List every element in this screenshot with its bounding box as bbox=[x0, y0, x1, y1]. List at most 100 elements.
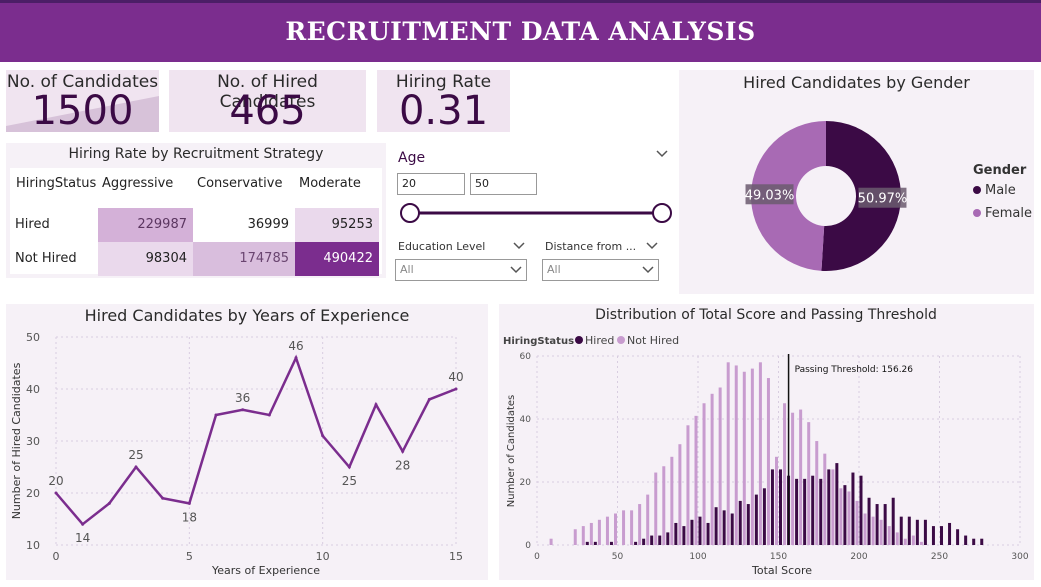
bar-hired bbox=[907, 516, 911, 545]
bar-hired bbox=[730, 513, 734, 545]
x-tick-label: 50 bbox=[612, 552, 624, 562]
score-histogram-panel[interactable]: Distribution of Total Score and Passing … bbox=[499, 304, 1034, 580]
x-tick-label: 0 bbox=[534, 552, 540, 562]
chevron-down-icon[interactable] bbox=[512, 240, 526, 252]
matrix-title: Hiring Rate by Recruitment Strategy bbox=[68, 146, 324, 162]
matrix-col-moderate[interactable]: Moderate bbox=[299, 176, 361, 191]
distance-dropdown[interactable]: All bbox=[542, 259, 659, 281]
data-point bbox=[161, 496, 165, 500]
kpi-card-candidates[interactable]: No. of Candidates 1500 bbox=[6, 70, 159, 134]
matrix-cell[interactable]: 36999 bbox=[193, 208, 295, 242]
data-label: 49.03% bbox=[745, 188, 795, 203]
bar-not-hired bbox=[589, 522, 593, 545]
bar-hired bbox=[634, 541, 638, 545]
bar-hired bbox=[948, 522, 952, 545]
bar-not-hired bbox=[734, 365, 738, 545]
bar-hired bbox=[698, 516, 702, 545]
strategy-matrix[interactable]: Hiring Rate by Recruitment Strategy Hiri… bbox=[6, 143, 386, 278]
bar-hired bbox=[795, 478, 799, 545]
gender-donut-panel[interactable]: Hired Candidates by Gender 50.97% 49.03% … bbox=[679, 70, 1034, 294]
bar-not-hired bbox=[919, 541, 923, 545]
data-point bbox=[454, 387, 458, 391]
bar-not-hired bbox=[702, 403, 706, 545]
bar-hired bbox=[609, 541, 613, 545]
matrix-cell[interactable]: 95253 bbox=[295, 208, 379, 242]
y-tick-label: 20 bbox=[520, 478, 532, 488]
x-tick-label: 15 bbox=[449, 550, 463, 563]
bar-hired bbox=[851, 472, 855, 545]
bar-not-hired bbox=[742, 371, 746, 545]
bar-not-hired bbox=[710, 393, 714, 545]
data-label: 18 bbox=[182, 510, 197, 524]
education-level-dropdown[interactable]: All bbox=[395, 259, 527, 281]
x-tick-label: 100 bbox=[689, 552, 706, 562]
dropdown-value: All bbox=[547, 263, 561, 276]
matrix-cell[interactable]: 98304 bbox=[98, 242, 193, 276]
matrix-row-not-hired[interactable]: Not Hired bbox=[15, 251, 77, 266]
bar-not-hired bbox=[549, 538, 553, 545]
bar-hired bbox=[843, 485, 847, 545]
data-label: 40 bbox=[448, 370, 463, 384]
data-point bbox=[427, 397, 431, 401]
matrix-cell[interactable]: 229987 bbox=[98, 208, 193, 242]
matrix-col-aggressive[interactable]: Aggressive bbox=[102, 176, 174, 191]
data-label: 20 bbox=[48, 474, 63, 488]
age-max-input[interactable]: 50 bbox=[470, 173, 537, 195]
x-tick-label: 200 bbox=[850, 552, 867, 562]
matrix-cell[interactable]: 174785 bbox=[193, 242, 295, 276]
bar-not-hired bbox=[630, 510, 634, 545]
data-point bbox=[214, 413, 218, 417]
legend-title: Gender bbox=[973, 163, 1027, 178]
header-banner: RECRUITMENT DATA ANALYSIS bbox=[0, 0, 1041, 62]
y-axis-label: Number of Hired Candidates bbox=[10, 362, 23, 519]
bar-not-hired bbox=[654, 472, 658, 545]
age-range-slider[interactable] bbox=[396, 200, 676, 226]
data-label: 28 bbox=[395, 458, 410, 472]
bar-hired bbox=[690, 519, 694, 545]
experience-line-chart[interactable]: Hired Candidates by Years of Experience 1… bbox=[6, 304, 488, 580]
data-point bbox=[347, 465, 351, 469]
legend-dot bbox=[973, 186, 981, 194]
bar-hired bbox=[899, 516, 903, 545]
bar-hired bbox=[658, 535, 662, 545]
score-histogram-chart[interactable]: Distribution of Total Score and Passing … bbox=[499, 304, 1034, 580]
legend-item-male[interactable]: Male bbox=[973, 183, 1016, 198]
bar-not-hired bbox=[847, 491, 851, 545]
kpi-card-hiring-rate[interactable]: Hiring Rate 0.31 bbox=[377, 70, 510, 134]
data-point bbox=[321, 434, 325, 438]
legend-dot-hired bbox=[575, 336, 583, 344]
bar-not-hired bbox=[855, 500, 859, 545]
kpi-card-hired[interactable]: No. of Hired Candidates 465 bbox=[169, 70, 366, 134]
bar-hired bbox=[762, 488, 766, 545]
y-tick-label: 50 bbox=[26, 331, 40, 344]
bar-hired bbox=[779, 469, 782, 545]
matrix-col-conservative[interactable]: Conservative bbox=[197, 176, 283, 191]
bar-not-hired bbox=[879, 519, 883, 545]
bar-not-hired bbox=[605, 516, 609, 545]
bar-not-hired bbox=[694, 415, 698, 545]
bar-hired bbox=[883, 504, 887, 545]
data-label-bg bbox=[745, 184, 794, 205]
y-axis-label: Number of Candidates bbox=[506, 395, 517, 508]
matrix-cell[interactable]: 490422 bbox=[295, 242, 379, 276]
data-label: 25 bbox=[342, 474, 357, 488]
kpi-value: 1500 bbox=[31, 88, 134, 134]
y-tick-label: 40 bbox=[26, 383, 40, 396]
bar-hired bbox=[722, 510, 726, 545]
threshold-label: Passing Threshold: 156.26 bbox=[795, 365, 914, 375]
age-min-input[interactable]: 20 bbox=[397, 173, 465, 195]
experience-line-panel[interactable]: Hired Candidates by Years of Experience 1… bbox=[6, 304, 488, 580]
bar-not-hired bbox=[573, 529, 577, 545]
gender-donut-chart[interactable]: 50.97% 49.03% bbox=[679, 70, 1034, 294]
y-tick-label: 10 bbox=[26, 539, 40, 552]
y-tick-label: 60 bbox=[520, 352, 532, 362]
chevron-down-icon[interactable] bbox=[655, 148, 669, 164]
bar-hired bbox=[819, 478, 823, 545]
x-tick-label: 150 bbox=[770, 552, 787, 562]
bar-hired bbox=[585, 541, 589, 545]
kpi-label: No. of Candidates bbox=[6, 72, 159, 92]
legend-item-female[interactable]: Female bbox=[973, 206, 1032, 221]
chevron-down-icon[interactable] bbox=[645, 240, 659, 252]
kpi-value: 0.31 bbox=[398, 88, 489, 134]
matrix-row-hired[interactable]: Hired bbox=[15, 217, 50, 232]
